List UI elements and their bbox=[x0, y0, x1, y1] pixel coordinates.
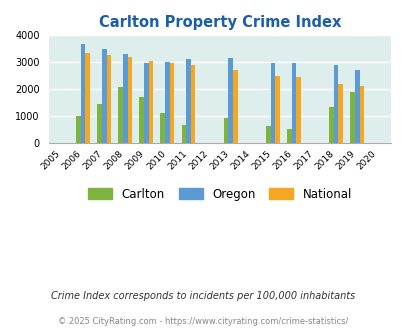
Bar bbox=[123, 54, 127, 143]
Bar bbox=[186, 59, 190, 143]
Bar bbox=[160, 113, 165, 143]
Bar bbox=[270, 63, 275, 143]
Bar bbox=[169, 63, 174, 143]
Bar bbox=[139, 97, 144, 143]
Bar bbox=[102, 49, 106, 143]
Bar bbox=[76, 116, 81, 143]
Bar bbox=[81, 45, 85, 143]
Bar bbox=[350, 92, 354, 143]
Legend: Carlton, Oregon, National: Carlton, Oregon, National bbox=[83, 183, 356, 205]
Bar bbox=[296, 77, 300, 143]
Bar bbox=[354, 70, 359, 143]
Bar bbox=[286, 129, 291, 143]
Bar bbox=[118, 87, 123, 143]
Bar bbox=[190, 65, 195, 143]
Bar bbox=[181, 125, 186, 143]
Bar bbox=[144, 63, 148, 143]
Text: © 2025 CityRating.com - https://www.cityrating.com/crime-statistics/: © 2025 CityRating.com - https://www.city… bbox=[58, 317, 347, 326]
Bar bbox=[148, 61, 153, 143]
Bar bbox=[359, 86, 363, 143]
Bar bbox=[228, 58, 232, 143]
Bar bbox=[328, 107, 333, 143]
Text: Crime Index corresponds to incidents per 100,000 inhabitants: Crime Index corresponds to incidents per… bbox=[51, 291, 354, 301]
Bar bbox=[97, 104, 102, 143]
Bar bbox=[265, 126, 270, 143]
Bar bbox=[275, 76, 279, 143]
Bar bbox=[165, 62, 169, 143]
Bar bbox=[223, 118, 228, 143]
Bar bbox=[106, 55, 111, 143]
Bar bbox=[85, 53, 90, 143]
Bar bbox=[127, 57, 132, 143]
Bar bbox=[291, 63, 296, 143]
Bar bbox=[338, 84, 342, 143]
Title: Carlton Property Crime Index: Carlton Property Crime Index bbox=[99, 15, 341, 30]
Bar bbox=[333, 65, 338, 143]
Bar bbox=[232, 70, 237, 143]
